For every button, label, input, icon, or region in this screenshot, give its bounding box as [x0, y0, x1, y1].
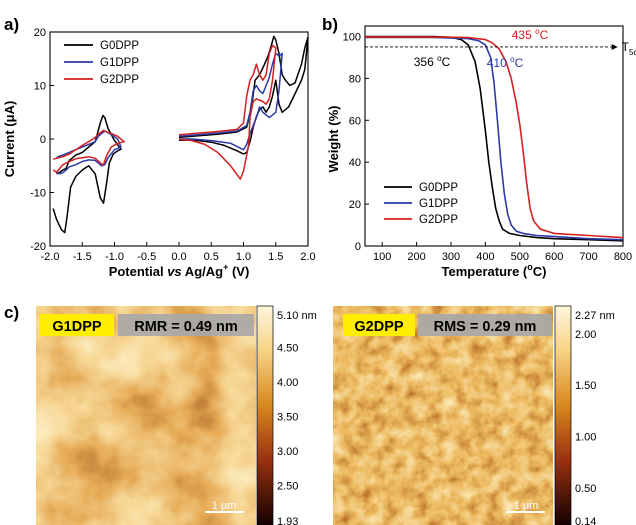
cv-line-g2dpp: [178, 44, 277, 180]
colorbar-tick-label: 5.10 nm: [277, 310, 317, 322]
y-tick-label: 0: [40, 134, 46, 146]
cv-series: [52, 35, 309, 234]
colorbar-tick-label: 4.00: [277, 377, 298, 389]
colorbar-tick-label: 3.00: [277, 446, 298, 458]
cv-ticks: -2.0 -1.5 -1.0 -0.5 0.0 0.5 1.0 1.5 2.0 -20 -10 0 10…: [30, 27, 316, 263]
colorbar-tick-label: 2.50: [277, 481, 298, 493]
x-tick-label: 2.0: [300, 251, 315, 263]
colorbar-g2dpp: 2.27 nm 2.00 1.50 1.00 0.50 0.14: [554, 305, 615, 525]
legend-label: G2DPP: [100, 74, 139, 86]
roughness-caption-box: [418, 314, 552, 336]
cv-line-g0dpp: [178, 35, 309, 155]
x-tick-label: 0.0: [171, 251, 186, 263]
panel-c-label: c): [4, 303, 19, 322]
sample-label: G1DPP: [52, 319, 101, 335]
panel-a-label: a): [4, 15, 19, 34]
cv-chart: -2.0 -1.5 -1.0 -0.5 0.0 0.5 1.0 1.5 2.0 -20 -10 0 10…: [2, 27, 316, 279]
cv-y-axis-label: Current (μA): [2, 101, 17, 178]
x-tick-label: -2.0: [41, 251, 60, 263]
sample-label-box: [343, 314, 415, 336]
x-tick-label: 500: [511, 251, 529, 263]
y-tick-label: 40: [349, 157, 361, 169]
colorbar-ticks: 5.10 nm 4.50 4.00 3.50 3.00 2.50 1.93: [277, 310, 317, 525]
tga-series: [365, 35, 624, 242]
roughness-caption: RMS = 0.29 nm: [434, 319, 537, 335]
x-tick-label: 200: [407, 251, 425, 263]
colorbar-tick-label: 1.00: [575, 432, 596, 444]
colorbar-tick-label: 0.50: [575, 483, 596, 495]
tga-annotations: T5d 356 oC 410 oC 435 oC: [365, 27, 636, 70]
decomposition-temp-label: 435 oC: [512, 27, 549, 42]
scale-bar-label: 1 μm: [514, 500, 539, 512]
legend-label: G2DPP: [419, 214, 458, 226]
tga-ticks: 100 200 300 400 500 600 700 800 0 20 40 60 80 100: [343, 31, 633, 263]
x-tick-label: 100: [373, 251, 391, 263]
roughness-caption: RMR = 0.49 nm: [134, 319, 238, 335]
legend-label: G1DPP: [100, 57, 139, 69]
colorbar-tick-label: 4.50: [277, 342, 298, 354]
legend-label: G1DPP: [419, 198, 458, 210]
colorbar-gradient: [256, 305, 274, 525]
cv-x-axis-label: Potential vs Ag/Ag+ (V): [109, 262, 250, 279]
y-tick-label: -20: [30, 241, 46, 253]
tga-legend: G0DPP G1DPP G2DPP: [384, 182, 458, 226]
x-tick-label: -1.0: [105, 251, 124, 263]
colorbar-ticks: 2.27 nm 2.00 1.50 1.00 0.50 0.14: [575, 310, 615, 525]
x-tick-label: 300: [442, 251, 460, 263]
x-tick-label: 1.5: [268, 251, 283, 263]
colorbar-gradient: [554, 305, 572, 525]
legend-label: G0DPP: [419, 182, 458, 194]
panel-b-label: b): [322, 15, 338, 34]
x-tick-label: 600: [545, 251, 563, 263]
y-tick-label: -10: [30, 188, 46, 200]
y-tick-label: 0: [355, 241, 361, 253]
cv-legend: G0DPP G1DPP G2DPP: [64, 40, 139, 86]
cv-line-g2dpp: [52, 129, 125, 173]
x-tick-label: -1.5: [73, 251, 92, 263]
colorbar-tick-label: 2.27 nm: [575, 310, 615, 322]
colorbar-tick-label: 2.00: [575, 329, 596, 341]
afm-image-g1dpp: G1DPP RMR = 0.49 nm 1 μm: [36, 306, 256, 525]
tga-line-g1dpp: [365, 36, 624, 241]
x-tick-label: 1.0: [236, 251, 251, 263]
roughness-caption-box: [118, 314, 254, 336]
colorbar-tick-label: 1.93: [277, 516, 298, 525]
scale-bar-label: 1 μm: [212, 500, 237, 512]
x-tick-label: 400: [476, 251, 494, 263]
decomposition-temp-label: 356 oC: [414, 54, 451, 69]
afm-height-map: [36, 306, 256, 525]
afm-image-g2dpp: G2DPP RMS = 0.29 nm 1 μm: [333, 306, 553, 525]
y-tick-label: 80: [349, 73, 361, 85]
x-tick-label: -0.5: [137, 251, 156, 263]
decomposition-temp-label: 410 oC: [487, 55, 524, 70]
x-tick-label: 800: [614, 251, 632, 263]
colorbar-tick-label: 0.14: [575, 516, 596, 525]
sample-label-box: [40, 314, 114, 336]
colorbar-tick-label: 3.50: [277, 412, 298, 424]
tga-y-axis-label: Weight (%): [326, 106, 341, 173]
sample-label: G2DPP: [354, 319, 403, 335]
x-tick-label: 0.5: [204, 251, 219, 263]
cv-line-g1dpp: [178, 52, 283, 151]
tga-line-g2dpp: [365, 36, 624, 239]
y-tick-label: 100: [343, 31, 361, 43]
afm-height-map: [333, 306, 553, 525]
y-tick-label: 20: [34, 27, 46, 39]
cv-line-g0dpp: [52, 114, 122, 234]
colorbar-tick-label: 1.50: [575, 380, 596, 392]
x-tick-label: 700: [579, 251, 597, 263]
colorbar-g1dpp: 5.10 nm 4.50 4.00 3.50 3.00 2.50 1.93: [256, 305, 317, 525]
arrow-icon: [611, 43, 618, 50]
legend-label: G0DPP: [100, 40, 139, 52]
y-tick-label: 20: [349, 199, 361, 211]
tga-plot-frame: [364, 25, 624, 247]
y-tick-label: 60: [349, 115, 361, 127]
y-tick-label: 10: [34, 81, 46, 93]
tga-chart: 100 200 300 400 500 600 700 800 0 20 40 60 80 100 T5d…: [326, 25, 636, 279]
tga-x-axis-label: Temperature (oC): [442, 262, 547, 279]
t5d-label: T5d: [622, 40, 636, 57]
